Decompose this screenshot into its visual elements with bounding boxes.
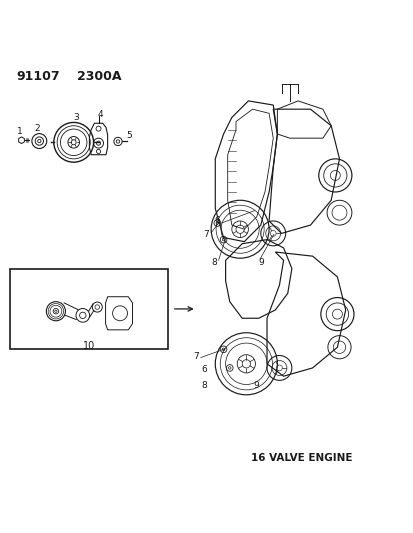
- Text: 91107: 91107: [17, 70, 60, 83]
- Text: 5: 5: [126, 131, 132, 140]
- Text: 2300A: 2300A: [76, 70, 121, 83]
- Text: 7: 7: [203, 230, 209, 239]
- Text: 2: 2: [34, 124, 40, 133]
- Text: 8: 8: [211, 258, 217, 267]
- Text: 7: 7: [192, 352, 198, 361]
- Text: 10: 10: [83, 341, 95, 351]
- Text: 8: 8: [201, 381, 206, 390]
- Text: 9: 9: [252, 381, 258, 390]
- Text: 3: 3: [73, 113, 78, 122]
- Text: 4: 4: [97, 110, 103, 119]
- Text: 1: 1: [17, 127, 22, 135]
- Text: 9: 9: [257, 258, 263, 267]
- Text: 16 VALVE ENGINE: 16 VALVE ENGINE: [251, 453, 352, 463]
- Bar: [10, 269, 167, 349]
- Text: 6: 6: [201, 365, 206, 374]
- Text: 6: 6: [214, 216, 220, 225]
